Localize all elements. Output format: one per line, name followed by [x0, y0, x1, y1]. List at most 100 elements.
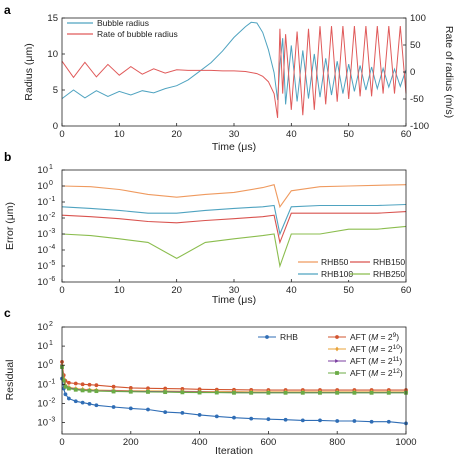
- panel-c-y-tick-label: 10: [37, 398, 48, 409]
- panel-c-series-0-point: [63, 392, 68, 397]
- panel-c-y-tick-exponent: -2: [49, 397, 55, 404]
- panel-c-series-4-point: [232, 390, 236, 395]
- panel-c-series-0-point: [94, 403, 99, 408]
- panel-c-frame: [61, 326, 407, 435]
- panel-b-y-tick-label: 10: [37, 197, 48, 208]
- panel-c-x-tick-label: 400: [192, 437, 208, 448]
- panel-c-series-4-point: [87, 388, 92, 393]
- panel-a-legend-rate: Rate of bubble radius: [97, 29, 178, 39]
- panel-c-series-4-point: [335, 390, 340, 395]
- panel-c-series-4-point: [128, 389, 133, 394]
- panel-b-x-tick-label: 60: [401, 285, 412, 296]
- panel-c-series-4-point: [63, 384, 68, 389]
- panel-c-series-0-point: [163, 410, 168, 415]
- panel-c-series-0-point: [80, 400, 85, 405]
- panel-c-legend: RHB AFT (M = 29) AFT (M = 210) AFT (M = 211…: [258, 332, 403, 378]
- panel-c-y-tick-label: 10: [37, 322, 48, 333]
- panel-c-series-0-point: [73, 399, 78, 404]
- panel-a-right-y-tick-label: 50: [410, 40, 421, 51]
- panel-c-legend-label-4: AFT (M = 212): [350, 368, 403, 378]
- panel-c-series-4-point: [214, 390, 219, 395]
- panel-c-series-1-point: [111, 384, 116, 389]
- panel-a-left-y-label: Radius (μm): [23, 43, 35, 100]
- panel-c-legend-marker-2: [335, 346, 339, 352]
- panel-c-y-tick-exponent: 2: [49, 321, 53, 328]
- panel-a-x-tick-label: 30: [229, 129, 240, 140]
- panel-c-series-0-point: [232, 415, 236, 420]
- panel-b-y-tick-exponent: -3: [49, 228, 55, 235]
- panel-c-series-0-point: [111, 405, 116, 409]
- panel-c-series-1-point: [94, 383, 99, 388]
- panel-c-legend-label-2: AFT (M = 210): [350, 344, 403, 354]
- panel-a-right-y-ticks: -100 -50 0 50 100: [403, 13, 429, 132]
- panel-b-x-tick-label: 50: [343, 285, 354, 296]
- panel-b-y-tick-exponent: -1: [49, 196, 55, 203]
- panel-c-series-4-point: [318, 390, 322, 395]
- panel-a-right-y-tick-label: 0: [410, 67, 415, 78]
- panel-b-x-tick-label: 20: [171, 285, 182, 296]
- panel-b-y-tick-label: 10: [37, 213, 48, 224]
- panel-a-x-tick-label: 10: [114, 129, 125, 140]
- panel-c-legend-label-3: AFT (M = 211): [350, 356, 402, 366]
- panel-c-series-4-point: [369, 390, 374, 395]
- panel-a-right-y-label: Rate of radius (m/s): [443, 26, 455, 118]
- panel-b-y-tick-label: 10: [37, 261, 48, 272]
- panel-b-y-tick-exponent: -6: [49, 276, 55, 283]
- panel-b-y-tick-exponent: -5: [49, 260, 55, 267]
- panel-b-series-line-1: [61, 203, 407, 236]
- panel-c-series-4-point: [94, 389, 99, 394]
- panel-a-left-y-tick-label: 10: [47, 49, 58, 60]
- panel-c-series-0-point: [283, 417, 288, 422]
- panel-a-left-y-tick-label: 5: [53, 85, 58, 96]
- panel-a-right-y-tick-label: 100: [410, 13, 426, 24]
- panel-b-x-tick-label: 30: [229, 285, 240, 296]
- panel-c-plot-area: [60, 359, 409, 426]
- panel-c-x-label: Iteration: [215, 445, 253, 457]
- panel-c-series-1-point: [180, 386, 185, 391]
- panel-a-x-ticks: 0 10 20 30 40 50 60: [59, 123, 411, 140]
- panel-c-series-0-point: [386, 419, 391, 424]
- panel-a-series-line-1: [61, 26, 407, 118]
- panel-c-y-tick-label: 10: [37, 360, 48, 371]
- panel-b-legend-rhb50: RHB50: [321, 257, 349, 267]
- panel-b-y-tick-exponent: 1: [49, 164, 53, 171]
- panel-a-x-label: Time (μs): [212, 141, 256, 153]
- panel-b-y-tick-label: 10: [37, 245, 48, 256]
- panel-b-y-tick-exponent: 0: [49, 180, 53, 187]
- panel-b-series-line-0: [61, 184, 407, 209]
- panel-c-series-0-point: [335, 419, 340, 423]
- panel-b-legend-bg: [296, 256, 404, 280]
- panel-c-series-4-point: [146, 390, 150, 394]
- panel-c-legend-marker-3: [335, 359, 340, 363]
- panel-c-series-1-point: [73, 381, 78, 386]
- panel-a-legend: Bubble radius Rate of bubble radius: [67, 18, 178, 39]
- panel-b-x-tick-label: 40: [286, 285, 297, 296]
- panel-a-plot-area: [61, 21, 407, 118]
- panel-c-series-0-point: [180, 410, 185, 415]
- panel-c-series-4-point: [66, 386, 71, 391]
- panel-c-x-ticks: 0 200 400 600 800 1000: [59, 431, 417, 448]
- panel-b-y-tick-exponent: -2: [49, 212, 55, 219]
- panel-c-series-0-point: [300, 418, 305, 423]
- panel-c-series-1-point: [66, 380, 71, 385]
- panel-a: 0 10 20 30 40 50 60 0 5 10 15 -100 -50 0 50 100 Time …: [23, 13, 455, 153]
- panel-b-y-tick-label: 10: [37, 165, 48, 176]
- panel-a-legend-bubble-radius: Bubble radius: [97, 18, 149, 28]
- panel-c-series-0-point: [146, 407, 150, 412]
- panel-c-series-4-point: [283, 390, 288, 395]
- panel-c-series-0-point: [87, 401, 92, 406]
- panel-b-x-tick-label: 10: [114, 285, 125, 296]
- panel-c-series-1-point: [87, 382, 92, 387]
- panel-c-series-0-point: [128, 406, 133, 411]
- panel-b-y-tick-label: 10: [37, 229, 48, 240]
- panel-b-x-label: Time (μs): [212, 294, 256, 306]
- panel-a-x-tick-label: 60: [401, 129, 412, 140]
- panel-c-x-tick-label: 200: [123, 437, 139, 448]
- panel-a-x-tick-label: 40: [286, 129, 297, 140]
- panel-c-y-tick-label: 10: [37, 379, 48, 390]
- panel-a-x-tick-label: 50: [343, 129, 354, 140]
- panel-c-series-4-point: [300, 390, 305, 395]
